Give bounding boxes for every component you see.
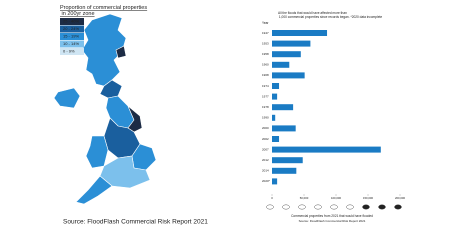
highlight <box>115 45 127 59</box>
cloud-icon <box>330 204 338 210</box>
bar <box>272 114 276 121</box>
y-tick-label: 1974 <box>262 84 269 88</box>
page: Source: FloodFlash Commercial Risk Repor… <box>53 5 406 226</box>
legend-label: 0 - 9% <box>63 49 75 54</box>
source: Source: FloodFlash Commercial Risk Repor… <box>63 219 208 226</box>
bar <box>272 146 381 153</box>
wales <box>85 135 109 169</box>
legend-swatch <box>60 48 84 55</box>
y-tick-label: 2012 <box>262 158 269 162</box>
legend-swatch <box>60 40 84 48</box>
y-tick-label: 2007 <box>262 147 269 151</box>
cloud-icon <box>378 204 386 210</box>
y-tick-label: 1968 <box>262 73 269 77</box>
legend-label: 10 - 14% <box>63 41 79 46</box>
y-tick-label: 2014 <box>262 169 269 173</box>
bar <box>272 104 294 111</box>
y-tick-label: 1947 <box>262 31 269 35</box>
cloud-icon <box>266 204 274 210</box>
y-tick-label: 1960 <box>262 63 269 67</box>
legend-title: Proportion of commercial properties in 2… <box>60 5 147 17</box>
southwest <box>75 175 113 205</box>
x-tick-label: 0 <box>271 196 273 200</box>
y-tick-label: 1958 <box>262 52 269 56</box>
bar <box>272 72 305 79</box>
bar <box>272 51 301 58</box>
northern-ireland <box>53 87 81 109</box>
y-tick-label: 1978 <box>262 105 269 109</box>
cloud-icon <box>394 204 402 210</box>
bar <box>272 83 280 89</box>
bar <box>272 93 278 100</box>
bar <box>272 30 328 36</box>
cloud-icon <box>362 204 370 210</box>
x-tick-label: 150,000 <box>363 196 374 200</box>
bar <box>272 136 280 142</box>
legend-swatch <box>60 33 84 40</box>
legend-swatch <box>60 25 84 33</box>
x-tick-label: 200,000 <box>395 196 406 200</box>
bar <box>272 125 296 132</box>
chart-source: Source: FloodFlash Commercial Risk Repor… <box>299 219 366 223</box>
y-tick-label: 2002 <box>262 137 269 141</box>
x-tick-label: 100,000 <box>331 196 342 200</box>
category-header: Year <box>262 21 269 25</box>
cloud-icon <box>346 204 354 210</box>
bar <box>272 61 290 68</box>
legend-label: 25 - 40% <box>63 19 79 24</box>
bar <box>272 178 278 185</box>
y-tick-label: 2000 <box>262 126 269 130</box>
bar <box>272 167 297 174</box>
cloud-icon <box>282 204 290 210</box>
chart-title: All the floods that would have affected … <box>278 11 382 19</box>
y-tick-label: 1977 <box>262 94 269 98</box>
bar <box>272 40 311 47</box>
cloud-icon <box>298 204 306 210</box>
x-tick-label: 50,000 <box>300 196 309 200</box>
legend-swatch <box>60 18 84 25</box>
y-tick-label: 1953 <box>262 41 269 45</box>
y-tick-label: 2020* <box>262 179 271 183</box>
y-tick-label: 1990 <box>262 116 269 120</box>
legend-label: 20 - 24% <box>63 26 79 31</box>
bar <box>272 157 303 164</box>
uk-map <box>53 13 157 205</box>
legend-label: 15 - 19% <box>63 34 79 39</box>
x-axis-title: Commercial properties from 2021 that wou… <box>291 214 373 218</box>
cloud-icon <box>314 204 322 210</box>
